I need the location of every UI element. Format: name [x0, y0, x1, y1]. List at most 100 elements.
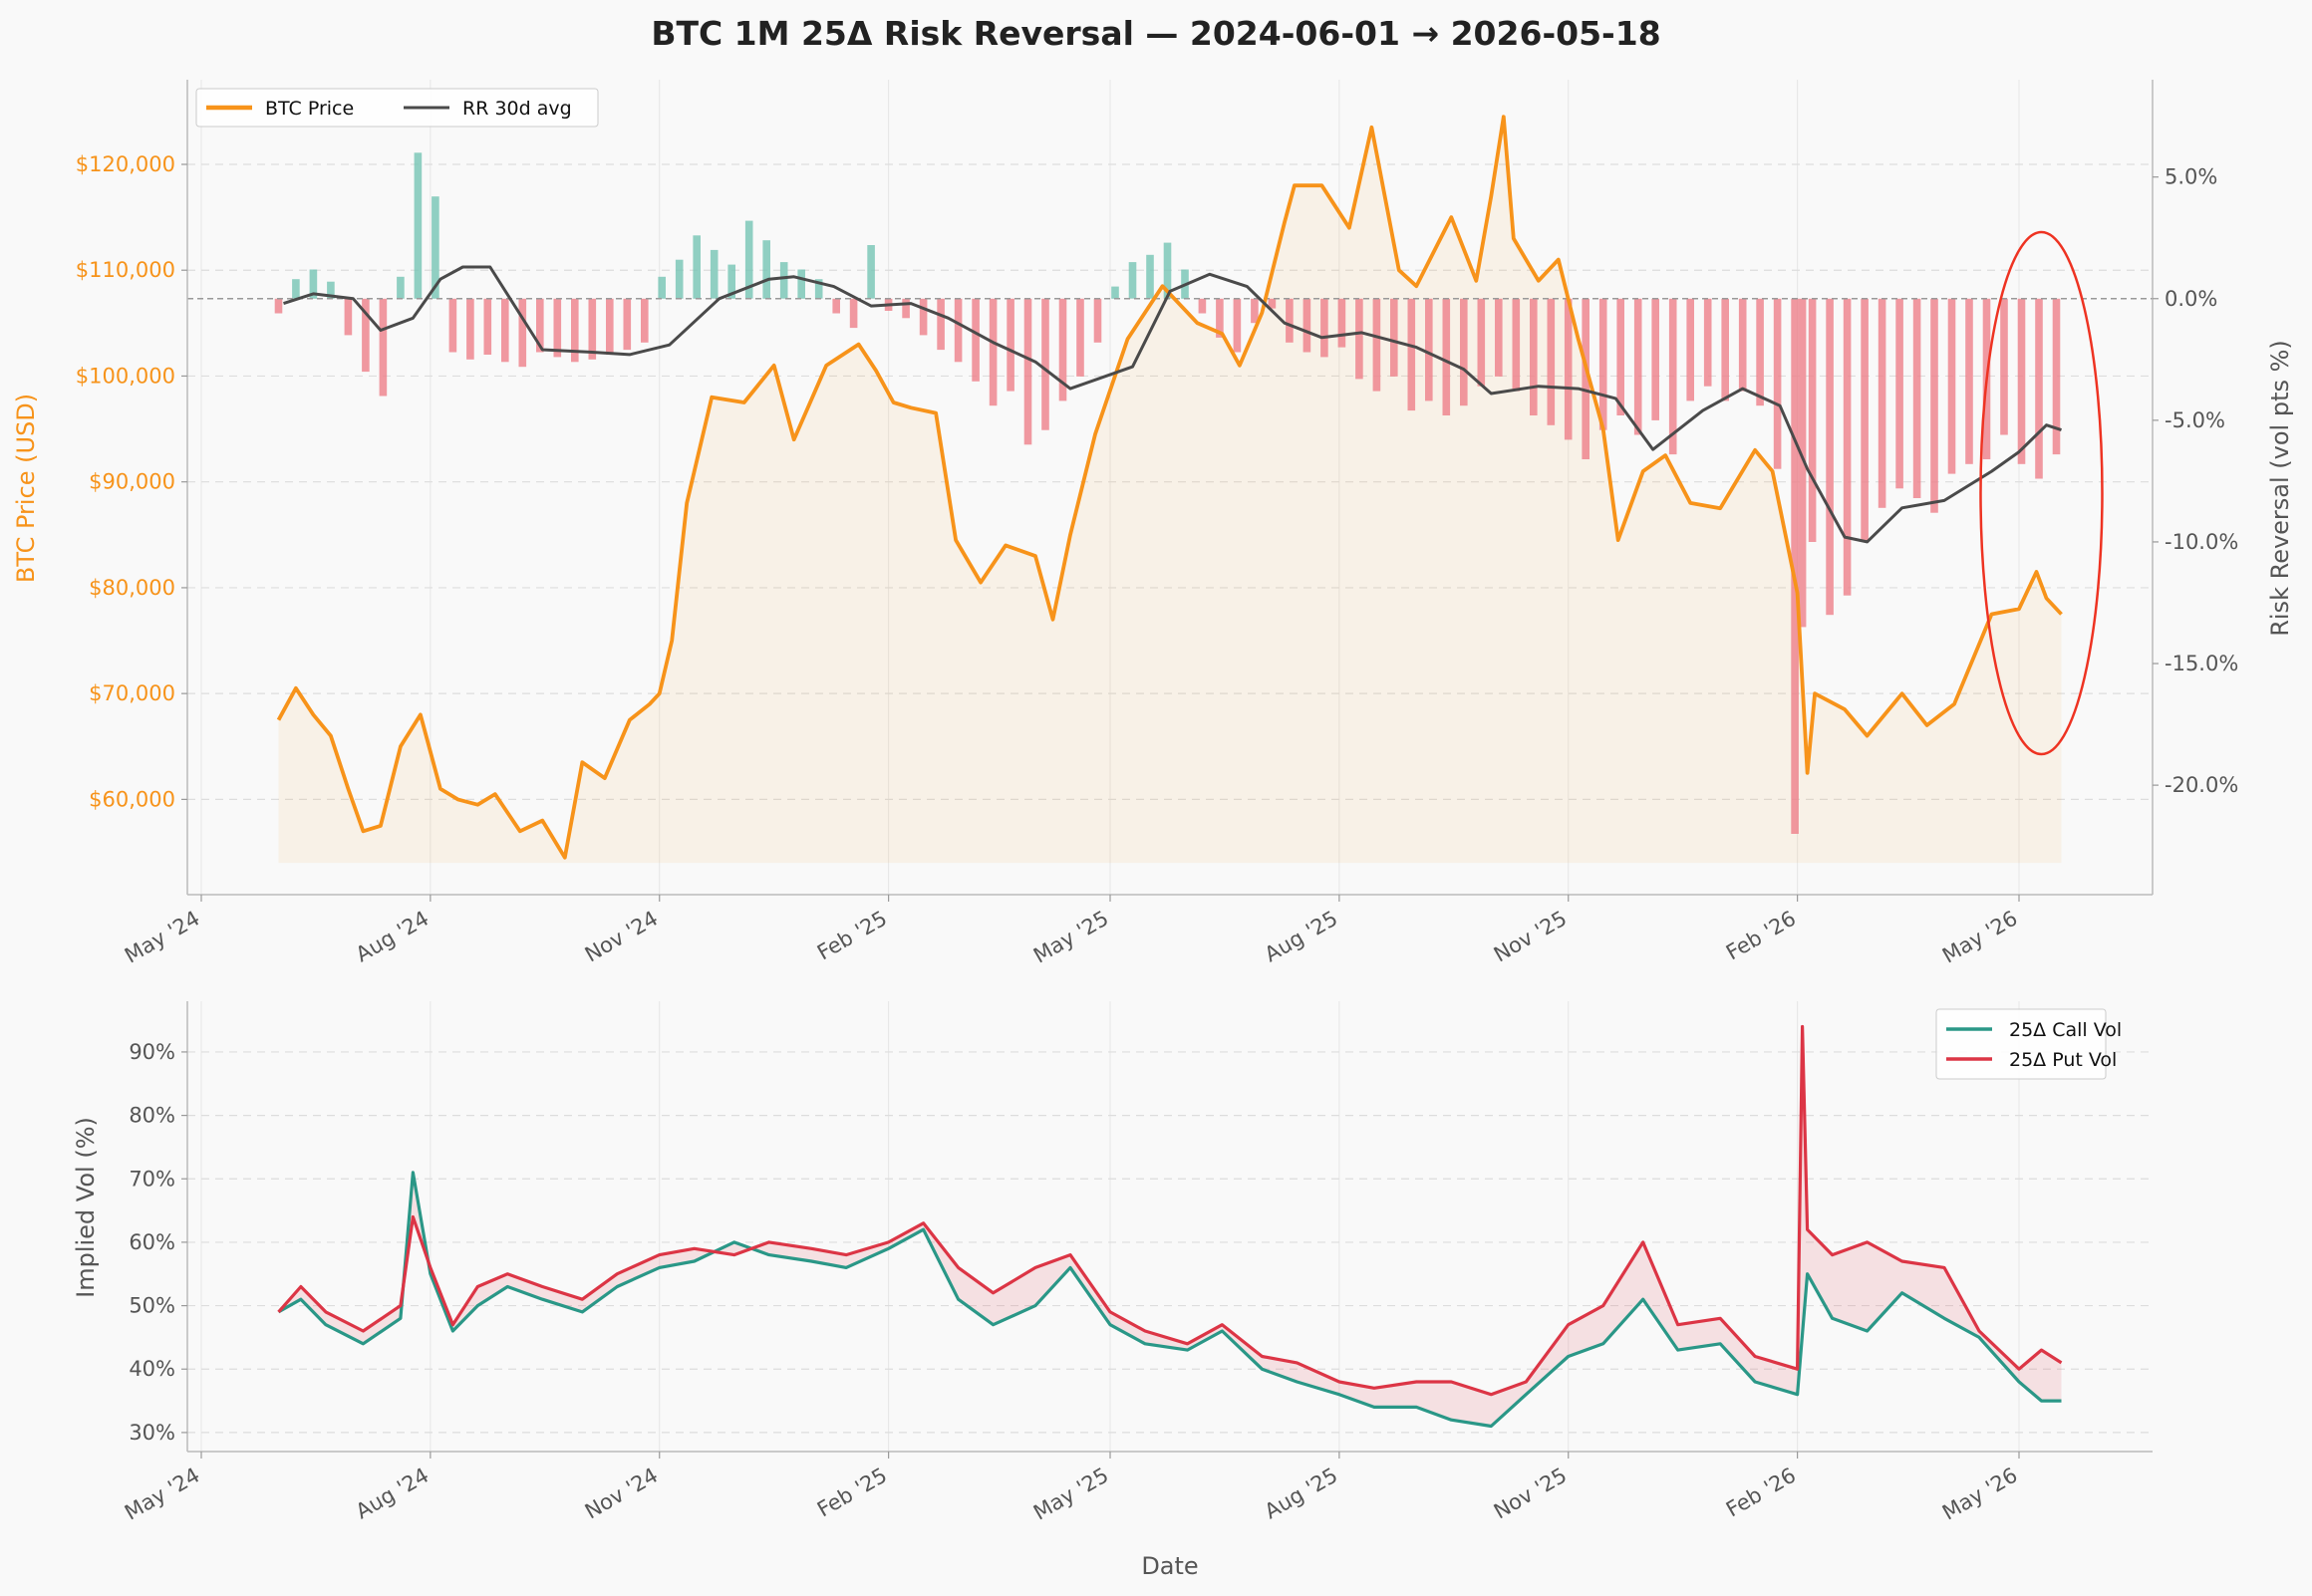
- rr-bar-18: [588, 298, 597, 360]
- price-area: [278, 117, 2062, 864]
- rr-bar-101: [2017, 298, 2026, 464]
- rr-bar-55: [1233, 298, 1242, 353]
- rr-bar-46: [1076, 298, 1084, 377]
- rr-bar-6: [379, 298, 388, 397]
- rr-bar-73: [1547, 298, 1556, 425]
- rr-bar-26: [727, 264, 735, 299]
- rr-tick-label-1: 0.0%: [2165, 287, 2217, 311]
- rr-bar-44: [1041, 298, 1049, 430]
- rr-bar-72: [1530, 298, 1538, 415]
- rr-axis-label: Risk Reversal (vol pts %): [2266, 340, 2294, 637]
- rr-bar-89: [1808, 298, 1817, 542]
- price-tick-label-0: $60,000: [89, 787, 175, 811]
- call-put-spread-fill: [278, 1026, 2062, 1427]
- vol-lines-group: [277, 1024, 2063, 1429]
- price-axis-label: BTC Price (USD): [12, 394, 40, 583]
- callout-ellipse: [1979, 230, 2104, 756]
- rr-avg-line-group: [283, 265, 2062, 544]
- bottom-legend-box: [1935, 1008, 2107, 1080]
- top-legend: BTC Price RR 30d avg: [195, 88, 599, 128]
- rr-bar-1: [292, 279, 300, 299]
- rr-bar-74: [1564, 298, 1573, 440]
- rr-bar-79: [1651, 298, 1659, 420]
- rr-bar-80: [1668, 298, 1677, 455]
- rr-bar-102: [2035, 298, 2043, 479]
- rr-bar-21: [641, 298, 649, 343]
- rr-bar-60: [1320, 298, 1328, 358]
- rr-bar-68: [1460, 298, 1468, 406]
- rr-tick-label-3: -10.0%: [2165, 530, 2238, 554]
- call-vol-line: [277, 1171, 2062, 1429]
- rr-bar-103: [2052, 298, 2061, 455]
- bottom-gridlines: [187, 1001, 2153, 1452]
- rr-bar-62: [1355, 298, 1363, 380]
- rr-bar-86: [1773, 298, 1782, 469]
- rr-bar-63: [1372, 298, 1381, 392]
- price-tick-label-2: $80,000: [89, 576, 175, 600]
- price-area-fill: [278, 117, 2062, 864]
- rr-avg-line: [283, 265, 2062, 544]
- price-tick-label-4: $100,000: [76, 364, 175, 388]
- rr-bar-47: [1093, 298, 1102, 343]
- rr-bar-8: [414, 152, 423, 299]
- vol-tick-label-3: 60%: [129, 1230, 175, 1254]
- price-tick-label-5: $110,000: [76, 258, 175, 282]
- rr-bar-0: [274, 298, 283, 314]
- vol-axis-label: Implied Vol (%): [72, 1117, 100, 1298]
- rr-bar-33: [849, 298, 858, 329]
- rr-bar-77: [1616, 298, 1624, 415]
- rr-bar-91: [1843, 298, 1852, 596]
- rr-bar-24: [693, 235, 701, 299]
- rr-tick-label-5: -20.0%: [2165, 773, 2238, 797]
- legend-call-label: 25Δ Call Vol: [2009, 1019, 2122, 1041]
- rr-bar-50: [1146, 254, 1154, 299]
- rr-bar-66: [1425, 298, 1433, 401]
- rr-bar-70: [1495, 298, 1503, 377]
- price-line-group: [276, 115, 2063, 860]
- rr-bar-61: [1337, 298, 1346, 348]
- rr-bar-36: [902, 298, 910, 319]
- vol-tick-label-2: 50%: [129, 1294, 175, 1318]
- rr-bar-75: [1582, 298, 1590, 459]
- rr-bar-22: [658, 276, 666, 299]
- rr-bar-20: [623, 298, 632, 351]
- rr-bar-100: [2000, 298, 2008, 435]
- rr-bar-14: [518, 298, 527, 368]
- rr-bar-11: [466, 298, 474, 360]
- rr-bar-4: [344, 298, 353, 336]
- rr-bar-85: [1756, 298, 1764, 406]
- rr-bar-54: [1216, 298, 1224, 338]
- rr-bar-5: [362, 298, 370, 373]
- rr-bar-31: [814, 279, 823, 299]
- rr-bar-83: [1721, 298, 1729, 401]
- rr-bar-64: [1390, 298, 1398, 377]
- rr-bar-76: [1598, 298, 1607, 430]
- rr-bar-12: [483, 298, 492, 355]
- rr-bar-13: [501, 298, 509, 363]
- rr-bar-67: [1442, 298, 1451, 415]
- vol-tick-label-4: 70%: [129, 1167, 175, 1191]
- vol-tick-label-0: 30%: [129, 1421, 175, 1445]
- rr-bar-16: [553, 298, 562, 358]
- rr-bar-40: [972, 298, 980, 382]
- rr-bar-3: [327, 281, 335, 299]
- rr-bar-42: [1007, 298, 1014, 392]
- rr-bar-69: [1477, 298, 1486, 387]
- rr-bar-39: [954, 298, 963, 363]
- rr-bar-82: [1703, 298, 1712, 387]
- rr-bar-93: [1878, 298, 1886, 508]
- vol-tick-label-1: 40%: [129, 1357, 175, 1381]
- rr-bar-65: [1407, 298, 1416, 411]
- rr-bar-2: [309, 269, 318, 299]
- rr-bar-78: [1633, 298, 1642, 435]
- rr-bar-95: [1912, 298, 1921, 498]
- rr-bar-57: [1268, 298, 1277, 309]
- rr-bar-51: [1163, 242, 1172, 299]
- rr-bar-9: [432, 196, 439, 299]
- rr-bar-37: [919, 298, 928, 336]
- rr-bar-7: [397, 276, 405, 299]
- legend-price-label: BTC Price: [265, 98, 354, 120]
- vol-tick-label-5: 80%: [129, 1104, 175, 1128]
- price-tick-label-1: $70,000: [89, 681, 175, 705]
